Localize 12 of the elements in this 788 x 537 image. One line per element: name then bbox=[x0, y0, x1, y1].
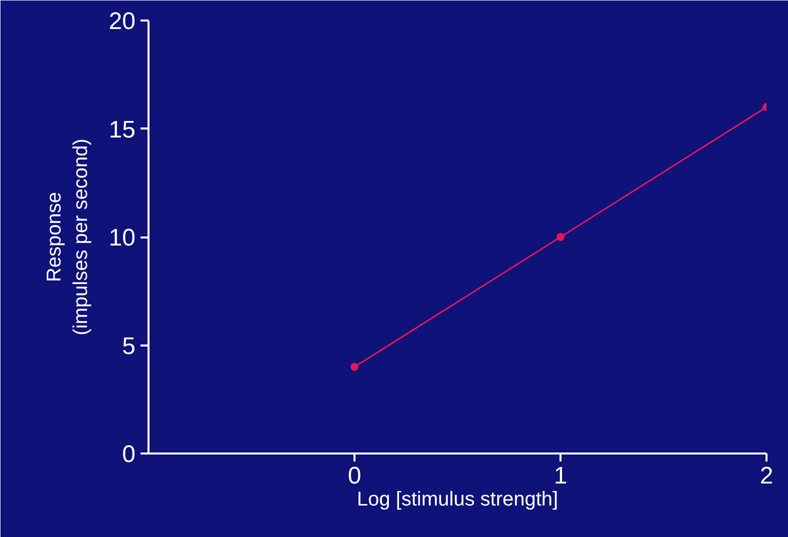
x-axis-title: Log [stimulus strength] bbox=[356, 488, 558, 510]
x-tick-label: 2 bbox=[760, 462, 774, 490]
point bbox=[556, 233, 564, 241]
y-tick-label: 5 bbox=[122, 332, 136, 360]
x-tick-label: 0 bbox=[348, 462, 362, 490]
point bbox=[350, 362, 358, 371]
x-tick-label: 1 bbox=[554, 462, 568, 490]
y-axis-title: Response (impulses per second) bbox=[43, 138, 92, 336]
y-tick-label: 15 bbox=[108, 116, 136, 144]
y-tick-label: 10 bbox=[108, 224, 136, 252]
y-tick-label: 0 bbox=[122, 441, 136, 468]
y-tick-label: 20 bbox=[108, 8, 136, 35]
